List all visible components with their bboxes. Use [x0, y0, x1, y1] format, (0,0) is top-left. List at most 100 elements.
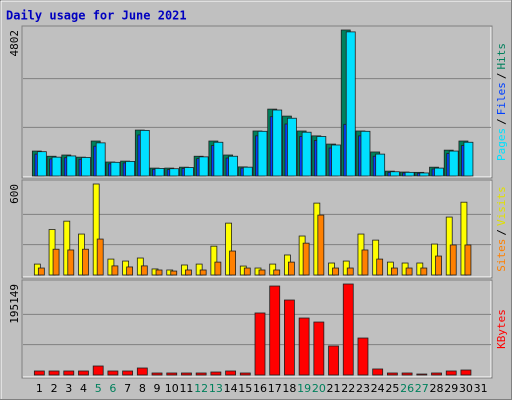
bar	[228, 155, 238, 177]
bar	[463, 141, 474, 177]
x-tick-label: 14	[224, 382, 238, 395]
bar	[386, 372, 398, 376]
x-tick-label: 22	[341, 382, 355, 395]
bar	[210, 245, 218, 276]
bar	[302, 242, 310, 276]
x-tick-label: 27	[415, 382, 429, 395]
bar	[360, 130, 371, 177]
bar	[434, 167, 444, 177]
bar	[317, 214, 325, 276]
bar	[151, 372, 163, 376]
bar	[357, 337, 369, 376]
x-tick-label: 21	[327, 382, 341, 395]
x-tick-label: 10	[165, 382, 179, 395]
legend-entry: Pages	[495, 128, 508, 161]
bar	[239, 372, 251, 376]
bar	[63, 220, 71, 276]
bar	[272, 109, 283, 177]
bar	[139, 129, 150, 177]
legend-entry: KBytes	[495, 309, 508, 349]
bar	[284, 299, 295, 376]
legend: Pages / Files / Hits	[495, 43, 508, 161]
legend: Sites / Visits	[495, 186, 508, 272]
bar	[125, 161, 136, 177]
bar	[198, 156, 209, 177]
bar	[122, 370, 134, 376]
bar	[170, 270, 178, 276]
legend: KBytes	[495, 309, 508, 349]
bar	[92, 183, 100, 276]
bar	[225, 370, 236, 376]
bar	[405, 267, 413, 276]
bar	[81, 157, 91, 177]
bar	[346, 267, 354, 276]
x-tick-label: 18	[282, 382, 296, 395]
bar	[95, 142, 106, 177]
bar	[82, 248, 89, 276]
x-tick-label: 20	[312, 382, 326, 395]
bar	[372, 239, 380, 276]
bar	[92, 365, 104, 376]
bar	[229, 250, 236, 276]
x-tick-label: 1	[36, 382, 43, 395]
bar	[107, 370, 119, 376]
x-tick-label: 5	[95, 382, 102, 395]
bar	[435, 255, 442, 276]
x-tick-label: 3	[65, 382, 72, 395]
bar	[431, 372, 442, 376]
bar	[361, 249, 369, 276]
x-tick-label: 23	[356, 382, 370, 395]
x-tick-label: 25	[385, 382, 399, 395]
x-tick-label: 8	[139, 382, 146, 395]
legend-entry: Visits	[495, 186, 508, 226]
bar	[225, 222, 232, 276]
x-tick-label: 24	[371, 382, 385, 395]
bar	[301, 131, 312, 177]
bar	[464, 244, 472, 276]
bar	[195, 263, 203, 276]
bar	[110, 161, 121, 177]
bar	[242, 166, 253, 177]
bar	[78, 370, 89, 376]
bar	[375, 153, 386, 177]
x-tick-label: 2	[51, 382, 58, 395]
bar	[126, 266, 134, 276]
bar	[328, 345, 339, 376]
bar	[36, 151, 47, 177]
bar	[331, 144, 341, 177]
y-tick-label: 4802	[8, 30, 21, 57]
bar	[213, 141, 224, 177]
x-tick-label: 31	[474, 382, 488, 395]
bar	[254, 312, 266, 376]
x-tick-label: 17	[268, 382, 282, 395]
legend-entry: Files	[495, 82, 508, 115]
bar	[342, 283, 354, 376]
bar	[243, 267, 251, 276]
bar	[288, 261, 295, 276]
bar	[52, 248, 60, 276]
x-tick-label: 15	[238, 382, 252, 395]
bar	[33, 370, 45, 376]
bar	[269, 285, 281, 376]
bar	[390, 267, 398, 276]
bar	[404, 171, 415, 177]
bar	[66, 155, 77, 177]
bar	[416, 373, 428, 376]
y-tick-label: 195149	[8, 284, 21, 324]
bar	[273, 269, 281, 276]
bar	[195, 372, 207, 376]
bar	[401, 372, 413, 376]
x-tick-label: 30	[459, 382, 473, 395]
bar	[448, 150, 459, 177]
legend-entry: Hits	[495, 43, 508, 70]
bar	[67, 249, 75, 276]
bar	[460, 369, 472, 376]
bar	[372, 368, 384, 376]
bar	[185, 269, 192, 276]
bar	[111, 265, 119, 276]
x-tick-label: 29	[444, 382, 458, 395]
x-tick-label: 19	[297, 382, 311, 395]
bar	[199, 269, 207, 276]
bar	[419, 172, 430, 177]
